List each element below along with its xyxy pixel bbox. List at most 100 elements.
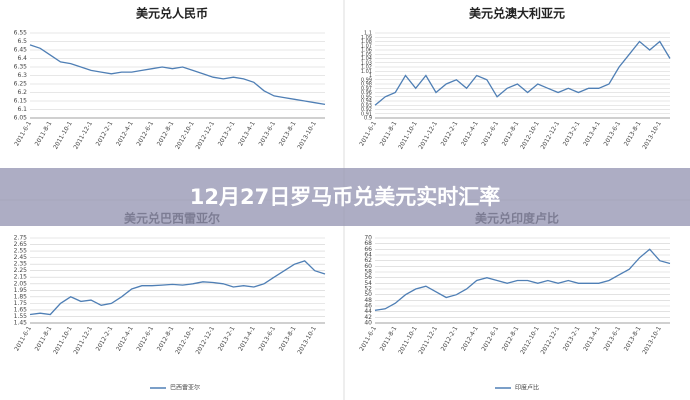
y-tick-label: 0.9 [364,116,372,122]
x-tick-label: 2013-8-1 [623,325,643,352]
y-tick-label: 2.65 [14,241,28,248]
x-tick-label: 2013-8-1 [278,325,298,352]
y-tick-label: 1.55 [14,313,28,320]
data-line [374,248,671,311]
y-tick-label: 46 [364,303,372,310]
y-tick-label: 0.94 [361,99,372,105]
x-tick-label: 2011-12-1 [72,325,94,356]
y-tick-label: 6.15 [14,98,28,105]
y-tick-label: 52 [364,286,372,293]
x-tick-label: 2012-10-1 [519,120,541,151]
y-tick-label: 0.98 [361,82,372,88]
x-tick-label: 2013-4-1 [582,325,602,352]
x-tick-label: 2012-12-1 [195,120,217,151]
x-tick-label: 2013-4-1 [582,120,602,147]
x-tick-label: 2011-6-1 [358,120,378,147]
y-tick-label: 1.02 [361,65,372,71]
x-tick-label: 2013-2-1 [562,120,582,147]
y-tick-label: 2.05 [14,280,28,287]
y-tick-label: 1.1 [364,31,372,37]
y-tick-label: 1.65 [14,306,28,313]
y-tick-label: 60 [364,263,372,270]
x-tick-label: 2011-6-1 [13,120,33,147]
x-tick-label: 2012-2-1 [95,120,115,147]
y-tick-label: 6.35 [14,64,28,71]
y-tick-label: 1.45 [14,320,28,327]
y-tick-label: 1.09 [361,35,372,41]
y-tick-label: 6.55 [14,30,28,37]
x-tick-label: 2013-8-1 [623,120,643,147]
y-tick-label: 0.97 [361,86,372,92]
y-tick-label: 0.93 [361,103,372,109]
y-tick-label: 64 [364,252,372,259]
y-tick-label: 6.3 [17,72,27,79]
y-tick-label: 58 [364,269,372,276]
y-tick-label: 0.95 [361,94,372,100]
legend-label: 印度卢比 [515,384,539,392]
x-tick-label: 2012-12-1 [540,325,562,356]
y-tick-label: 0.91 [361,111,372,117]
y-tick-label: 1.08 [361,39,372,45]
y-tick-label: 2.15 [14,274,28,281]
y-tick-label: 0.99 [361,77,372,83]
x-tick-label: 2011-12-1 [417,325,439,356]
y-tick-label: 6.5 [17,38,27,45]
y-tick-label: 2.45 [14,254,28,261]
x-tick-label: 2012-12-1 [540,120,562,151]
x-tick-label: 2012-8-1 [156,120,176,147]
x-tick-label: 2013-4-1 [237,120,257,147]
y-tick-label: 70 [364,235,372,242]
y-tick-label: 1.04 [361,56,372,62]
x-tick-label: 2013-10-1 [296,120,318,151]
data-line [29,260,326,316]
y-tick-label: 6.25 [14,81,28,88]
x-tick-label: 2011-8-1 [34,325,54,352]
y-tick-label: 0.92 [361,107,372,113]
x-tick-label: 2012-10-1 [174,325,196,356]
x-tick-label: 2012-8-1 [501,325,521,352]
x-tick-label: 2012-4-1 [115,325,135,352]
x-tick-label: 2012-6-1 [135,120,155,147]
x-tick-label: 2011-10-1 [52,325,74,356]
x-tick-label: 2013-2-1 [217,325,237,352]
x-tick-label: 2013-10-1 [296,325,318,356]
x-tick-label: 2011-10-1 [397,325,419,356]
y-tick-label: 1.01 [361,69,372,75]
x-tick-label: 2012-2-1 [440,120,460,147]
x-tick-label: 2013-10-1 [641,120,663,151]
y-tick-label: 1.03 [361,60,372,66]
y-tick-label: 66 [364,246,372,253]
x-tick-label: 2011-8-1 [379,120,399,147]
legend-label: 巴西雷亚尔 [170,384,200,392]
x-tick-label: 2012-4-1 [460,120,480,147]
x-tick-label: 2012-6-1 [480,325,500,352]
y-tick-label: 6.4 [17,55,27,62]
x-tick-label: 2012-12-1 [195,325,217,356]
x-tick-label: 2013-10-1 [641,325,663,356]
x-tick-label: 2013-6-1 [257,325,277,352]
x-tick-label: 2011-12-1 [72,120,94,151]
x-tick-label: 2012-2-1 [95,325,115,352]
y-tick-label: 68 [364,240,372,247]
x-tick-label: 2012-10-1 [174,120,196,151]
x-tick-label: 2012-2-1 [440,325,460,352]
y-tick-label: 6.05 [14,115,28,122]
chart-title: 美元兑人民币 [136,6,208,21]
y-tick-label: 40 [364,320,372,327]
data-line [29,44,326,106]
y-tick-label: 1.05 [361,52,372,58]
x-tick-label: 2011-6-1 [358,325,378,352]
x-tick-label: 2012-8-1 [501,120,521,147]
y-tick-label: 0.96 [361,90,372,96]
x-tick-label: 2012-6-1 [135,325,155,352]
y-tick-label: 48 [364,297,372,304]
y-tick-label: 1.75 [14,300,28,307]
y-tick-label: 1.95 [14,287,28,294]
y-tick-label: 2.35 [14,261,28,268]
banner [0,168,690,226]
x-tick-label: 2011-12-1 [417,120,439,151]
y-tick-label: 1.85 [14,293,28,300]
y-tick-label: 1 [369,73,372,79]
x-tick-label: 2011-6-1 [13,325,33,352]
